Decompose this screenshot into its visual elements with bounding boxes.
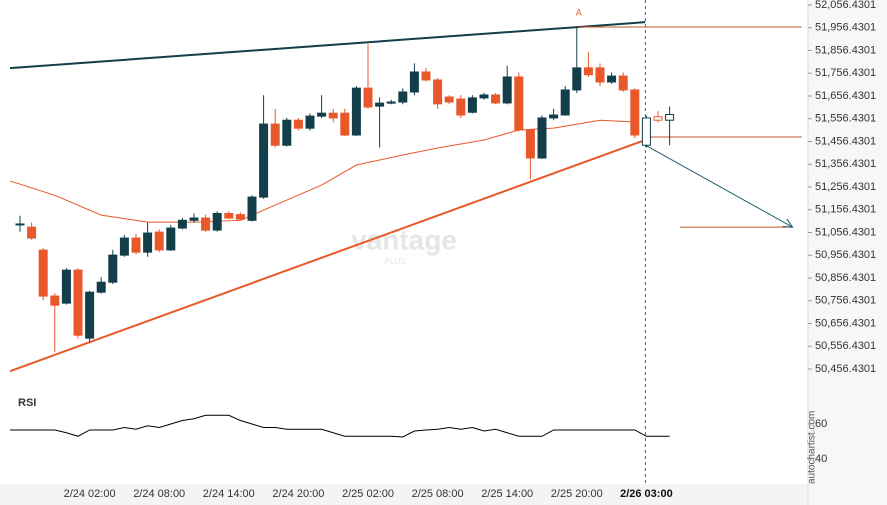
candle-body — [177, 219, 187, 229]
x-axis-band — [0, 484, 808, 505]
candle-body — [398, 91, 408, 103]
candle-body — [386, 101, 396, 104]
x-tick-label: 2/26 03:00 — [620, 488, 673, 500]
candle-body — [433, 79, 443, 105]
candle-body — [479, 94, 489, 99]
resistance-line — [9, 21, 646, 70]
y-tick-label: 50,456.4301 — [815, 363, 876, 375]
candle-body — [456, 98, 466, 116]
candle-body — [549, 114, 559, 119]
y-tick-label: 51,656.4301 — [815, 90, 876, 102]
candle-body — [444, 96, 454, 103]
candle-body — [328, 112, 338, 119]
x-tick-label: 2/24 08:00 — [133, 488, 185, 500]
candle-body — [421, 71, 431, 81]
candle-body — [201, 217, 211, 231]
candle-body — [108, 254, 118, 283]
candle-body — [189, 217, 199, 221]
y-tick-label: 51,356.4301 — [815, 158, 876, 170]
x-tick-label: 2/25 08:00 — [412, 488, 464, 500]
candle-body — [15, 223, 25, 226]
candle-body — [653, 116, 663, 121]
candle-body — [293, 119, 303, 129]
x-tick-label: 2/24 14:00 — [203, 488, 255, 500]
y-tick-label: 50,656.4301 — [815, 317, 876, 329]
candle-body — [409, 71, 419, 93]
candle-body — [583, 67, 593, 76]
candle-body — [491, 94, 501, 104]
candle-body — [641, 117, 651, 146]
candle-body — [305, 115, 315, 129]
y-tick-label: 50,856.4301 — [815, 272, 876, 284]
candle-body — [50, 295, 60, 306]
rsi-title: RSI — [18, 397, 36, 409]
candle-body — [375, 102, 385, 107]
forecast-arrow — [644, 144, 793, 228]
candle-body — [235, 214, 245, 220]
y-tick-label: 51,556.4301 — [815, 113, 876, 125]
x-tick-label: 2/24 02:00 — [64, 488, 116, 500]
watermark: vantage — [351, 224, 457, 255]
candle-body — [618, 75, 628, 91]
candle-body — [154, 231, 164, 251]
candle-body — [143, 232, 153, 253]
y-tick-label: 51,156.4301 — [815, 204, 876, 216]
candle-body — [119, 237, 129, 256]
candle-body — [85, 291, 95, 339]
y-tick-label: 51,756.4301 — [815, 67, 876, 79]
candle-body — [27, 226, 37, 239]
rsi-line — [10, 414, 670, 438]
x-tick-label: 2/25 20:00 — [551, 488, 603, 500]
marker-label: A — [576, 8, 582, 18]
y-tick-label: 52,056.4301 — [815, 0, 876, 11]
x-tick-label: 2/25 02:00 — [342, 488, 394, 500]
candle-body — [560, 89, 570, 116]
candle-body — [212, 212, 222, 231]
y-tick-label: 51,956.4301 — [815, 22, 876, 34]
x-tick-label: 2/25 14:00 — [481, 488, 533, 500]
candle-body — [166, 227, 176, 251]
candle-body — [467, 97, 477, 113]
y-tick-label: 51,456.4301 — [815, 135, 876, 147]
y-tick-label: 50,556.4301 — [815, 340, 876, 352]
candle-body — [363, 87, 373, 108]
candle-body — [351, 87, 361, 136]
y-tick-label: 51,856.4301 — [815, 44, 876, 56]
candle-body — [38, 249, 48, 297]
candle-body — [317, 112, 327, 117]
candle-body — [73, 269, 83, 336]
candle-body — [340, 112, 350, 136]
candle-body — [259, 123, 269, 198]
candle-body — [595, 67, 605, 83]
credit: autochartist.com — [807, 411, 818, 484]
rsi-tick-label: 40 — [815, 453, 827, 465]
candle-body — [247, 196, 257, 221]
candle-body — [282, 119, 292, 146]
watermark-sub: PLUS — [385, 257, 406, 266]
y-axis-band — [808, 0, 887, 505]
y-tick-label: 50,956.4301 — [815, 249, 876, 261]
candle-body — [96, 281, 106, 293]
candle-body — [61, 269, 71, 304]
candle-body — [525, 129, 535, 159]
candle-body — [630, 89, 640, 136]
candle-body — [224, 212, 234, 219]
candle-body — [607, 75, 617, 83]
y-tick-label: 50,756.4301 — [815, 295, 876, 307]
forecast-arrow-head — [782, 218, 794, 228]
moving-average — [9, 119, 635, 223]
candle-body — [572, 67, 582, 91]
candle-body — [131, 237, 141, 253]
x-tick-label: 2/24 20:00 — [272, 488, 324, 500]
candle-body — [514, 76, 524, 131]
y-tick-label: 51,256.4301 — [815, 181, 876, 193]
candle-body — [665, 114, 675, 121]
support-line — [9, 139, 646, 373]
rsi-tick-label: 60 — [815, 418, 827, 430]
candle-body — [537, 117, 547, 159]
candle-body — [270, 123, 280, 146]
candle-body — [502, 76, 512, 104]
y-tick-label: 51,056.4301 — [815, 226, 876, 238]
